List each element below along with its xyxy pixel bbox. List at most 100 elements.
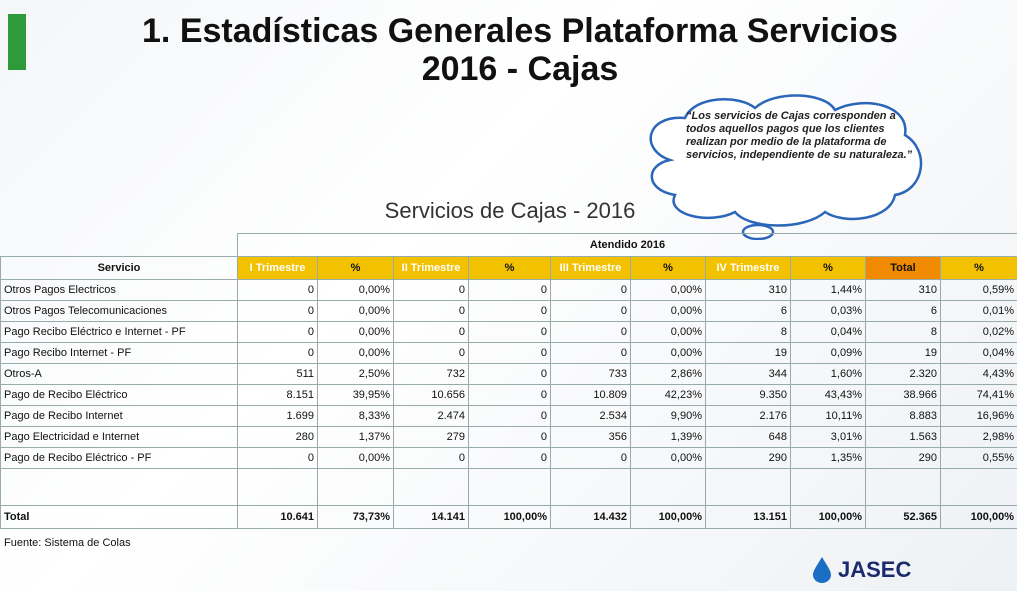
cell: 0,00% [631,322,706,343]
column-header: Servicio [1,257,238,280]
cell: 0 [469,364,551,385]
cell: 10,11% [791,406,866,427]
cell: 2.534 [551,406,631,427]
row-label: Pago de Recibo Internet [1,406,238,427]
cell: 310 [706,280,791,301]
row-label: Pago de Recibo Eléctrico - PF [1,448,238,469]
cell: 0 [551,322,631,343]
cell: 0 [551,343,631,364]
column-header: I Trimestre [238,257,318,280]
cell: 2.320 [866,364,941,385]
row-label: Total [1,506,238,529]
cell: 39,95% [318,385,394,406]
cell: 19 [706,343,791,364]
cell: 279 [394,427,469,448]
row-label: Otros Pagos Telecomunicaciones [1,301,238,322]
cell [394,469,469,506]
cell: 0 [394,448,469,469]
cell: 0,00% [318,301,394,322]
slide: 1. Estadísticas Generales Plataforma Ser… [0,0,1017,591]
column-header: % [941,257,1017,280]
cell: 0,59% [941,280,1017,301]
cell: 1,35% [791,448,866,469]
column-header: IV Trimestre [706,257,791,280]
cell: 2.176 [706,406,791,427]
cell: 732 [394,364,469,385]
table-row: Atendido 2016 [1,234,1017,257]
cell: 290 [866,448,941,469]
cell: 0 [394,343,469,364]
cell: 0,55% [941,448,1017,469]
cell: 0 [469,322,551,343]
cell: 0,00% [631,448,706,469]
title: 1. Estadísticas Generales Plataforma Ser… [40,12,1000,51]
cell [238,469,318,506]
cell [941,469,1017,506]
row-label: Pago Recibo Internet - PF [1,343,238,364]
cell: 0 [238,322,318,343]
cell: 9.350 [706,385,791,406]
cell: 648 [706,427,791,448]
cell: 1,60% [791,364,866,385]
row-label: Pago Recibo Eléctrico e Internet - PF [1,322,238,343]
cell: 100,00% [469,506,551,529]
cell: 19 [866,343,941,364]
cell: 280 [238,427,318,448]
cell: 0 [469,343,551,364]
accent-bar [8,14,26,70]
cell: 1.563 [866,427,941,448]
cell [551,469,631,506]
column-header: % [791,257,866,280]
cell: 1,44% [791,280,866,301]
cell: 0,00% [318,343,394,364]
cell: 0,00% [631,343,706,364]
source-note: Fuente: Sistema de Colas [4,537,131,549]
cell: 3,01% [791,427,866,448]
cell: 2,50% [318,364,394,385]
cell: 6 [866,301,941,322]
cell: 14.141 [394,506,469,529]
cell: 0 [394,301,469,322]
cell: 0 [551,448,631,469]
cell: 0 [469,385,551,406]
column-header: % [318,257,394,280]
cell: 0,04% [791,322,866,343]
cell: 344 [706,364,791,385]
cell [866,469,941,506]
cell: 0 [238,301,318,322]
cell: 511 [238,364,318,385]
cell: 0,01% [941,301,1017,322]
title: 2016 - Cajas [40,50,1000,89]
cell: 13.151 [706,506,791,529]
cell: 8 [866,322,941,343]
cell [469,469,551,506]
cell [1,234,238,257]
cell: 38.966 [866,385,941,406]
cell: 0,00% [631,301,706,322]
cell: 0 [469,406,551,427]
cell: 1,37% [318,427,394,448]
table-row [1,469,1017,506]
cell: 0 [394,280,469,301]
column-header: % [469,257,551,280]
cell: 1.699 [238,406,318,427]
logo-icon [810,555,834,583]
table-row: Pago Electricidad e Internet2801,37%2790… [1,427,1017,448]
cell: 0,00% [631,280,706,301]
cell: 100,00% [791,506,866,529]
cell: 0 [469,427,551,448]
cell: 0,00% [318,322,394,343]
cell [631,469,706,506]
cell: 0 [469,301,551,322]
group-header: Atendido 2016 [238,234,1017,257]
callout-text: “Los servicios de Cajas corresponden a t… [686,110,922,162]
cell: 100,00% [941,506,1017,529]
cell: 10.809 [551,385,631,406]
cell: 0 [238,448,318,469]
